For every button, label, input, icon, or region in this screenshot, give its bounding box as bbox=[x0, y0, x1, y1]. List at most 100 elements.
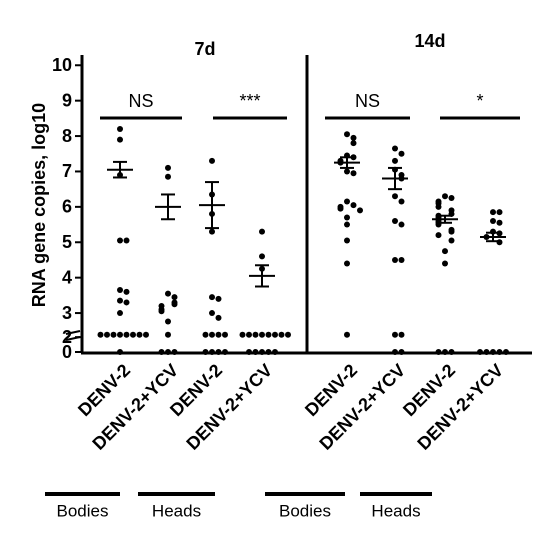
data-point bbox=[215, 295, 222, 302]
data-point bbox=[165, 290, 171, 297]
data-point bbox=[215, 331, 222, 338]
data-point bbox=[171, 301, 178, 308]
data-point bbox=[442, 193, 448, 200]
data-point bbox=[398, 150, 405, 157]
data-point bbox=[104, 331, 110, 338]
error-bar bbox=[388, 166, 402, 191]
y-tick-label: 9 bbox=[62, 90, 72, 110]
data-point bbox=[165, 318, 171, 325]
data-point bbox=[398, 221, 405, 228]
data-point bbox=[344, 198, 350, 205]
data-point bbox=[272, 349, 278, 355]
data-point bbox=[490, 209, 496, 216]
data-point bbox=[344, 260, 350, 267]
data-point bbox=[123, 237, 130, 244]
data-point bbox=[350, 140, 357, 147]
data-point bbox=[123, 331, 130, 338]
data-point bbox=[435, 349, 442, 355]
data-point bbox=[490, 349, 496, 355]
data-point bbox=[398, 331, 405, 338]
data-point bbox=[435, 203, 442, 210]
data-point bbox=[350, 170, 357, 177]
y-tick-label: 10 bbox=[52, 55, 72, 75]
data-point bbox=[398, 349, 405, 355]
data-point bbox=[344, 214, 350, 221]
data-point bbox=[448, 228, 455, 235]
data-point bbox=[171, 294, 178, 301]
data-point bbox=[272, 331, 278, 338]
data-point bbox=[448, 237, 455, 244]
data-point bbox=[117, 297, 123, 304]
error-bar bbox=[340, 156, 354, 169]
data-point bbox=[483, 349, 490, 355]
data-point bbox=[357, 207, 363, 214]
data-point bbox=[117, 331, 123, 338]
data-point bbox=[117, 349, 123, 355]
data-point bbox=[259, 331, 265, 338]
data-point bbox=[337, 205, 344, 212]
data-point bbox=[344, 221, 350, 228]
data-point bbox=[435, 232, 442, 239]
y-tick-label: 0 bbox=[62, 342, 72, 362]
error-bar bbox=[486, 231, 500, 243]
data-point bbox=[123, 288, 130, 295]
data-point bbox=[503, 349, 509, 355]
data-point bbox=[448, 349, 455, 355]
data-point bbox=[398, 198, 405, 205]
data-point bbox=[130, 331, 136, 338]
group-label: Bodies bbox=[279, 501, 331, 520]
data-point bbox=[285, 331, 291, 338]
data-point bbox=[202, 331, 209, 338]
significance-label: * bbox=[476, 91, 483, 111]
data-point bbox=[209, 294, 215, 301]
data-point bbox=[496, 219, 503, 226]
data-point bbox=[117, 125, 123, 132]
data-point bbox=[265, 349, 272, 355]
y-tick-label: 7 bbox=[62, 161, 72, 181]
error-bar bbox=[255, 264, 269, 288]
data-point bbox=[215, 314, 222, 321]
group-label: Heads bbox=[152, 501, 201, 520]
data-point bbox=[165, 164, 171, 171]
data-point bbox=[477, 349, 483, 355]
error-bar bbox=[205, 181, 219, 230]
data-point bbox=[158, 308, 165, 315]
data-point bbox=[442, 248, 448, 255]
data-point bbox=[222, 349, 228, 355]
data-point bbox=[165, 331, 171, 338]
error-bar bbox=[438, 214, 452, 224]
data-point bbox=[222, 331, 228, 338]
data-point bbox=[259, 228, 265, 235]
data-point bbox=[143, 331, 149, 338]
data-point bbox=[171, 349, 178, 355]
data-point bbox=[246, 331, 252, 338]
data-point bbox=[252, 331, 259, 338]
data-point bbox=[209, 349, 215, 355]
data-point bbox=[209, 331, 215, 338]
data-point bbox=[496, 209, 503, 216]
significance-label: NS bbox=[355, 91, 380, 111]
data-point bbox=[117, 237, 123, 244]
data-point bbox=[344, 237, 350, 244]
data-point bbox=[392, 256, 398, 263]
significance-label: NS bbox=[128, 91, 153, 111]
data-point bbox=[110, 331, 117, 338]
x-tick-label: DENV-2+YCV bbox=[182, 360, 276, 454]
data-point bbox=[442, 260, 448, 267]
data-point bbox=[350, 202, 357, 209]
data-point bbox=[259, 253, 265, 260]
data-point bbox=[392, 218, 398, 225]
data-point bbox=[158, 349, 165, 355]
y-tick-label: 8 bbox=[62, 126, 72, 146]
x-tick-label: DENV-2+YCV bbox=[413, 360, 507, 454]
y-tick-label: 5 bbox=[62, 232, 72, 252]
group-label: Bodies bbox=[57, 501, 109, 520]
data-point bbox=[123, 299, 130, 306]
data-point bbox=[392, 331, 398, 338]
y-tick-label: 6 bbox=[62, 197, 72, 217]
panel-title: 7d bbox=[194, 39, 215, 59]
y-tick-label: 4 bbox=[62, 267, 72, 287]
data-point bbox=[344, 331, 350, 338]
y-axis-label: RNA gene copies, log10 bbox=[29, 103, 49, 307]
